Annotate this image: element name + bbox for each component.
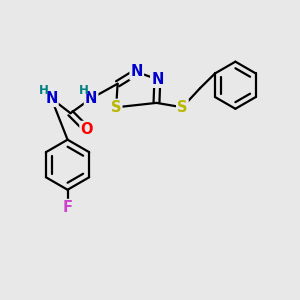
Text: H: H	[39, 84, 49, 97]
Text: N: N	[85, 91, 97, 106]
Text: S: S	[111, 100, 122, 115]
Text: O: O	[80, 122, 93, 137]
Text: F: F	[63, 200, 73, 215]
Text: S: S	[177, 100, 188, 115]
Text: N: N	[151, 72, 164, 87]
Text: N: N	[130, 64, 143, 80]
Text: H: H	[79, 84, 89, 97]
Text: N: N	[45, 91, 58, 106]
